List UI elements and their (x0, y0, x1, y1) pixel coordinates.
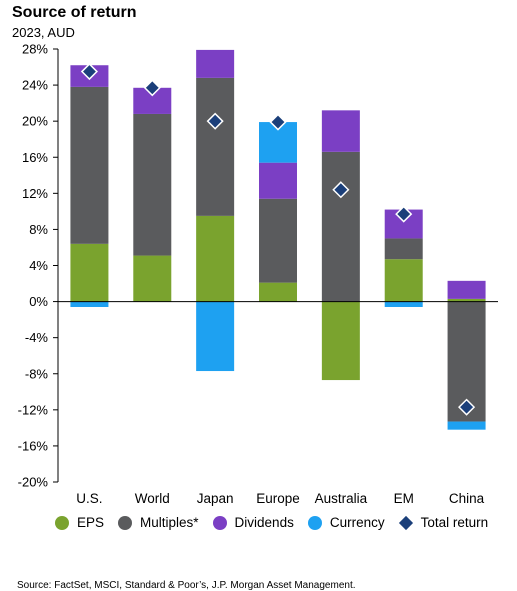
bar-segment (384, 238, 423, 260)
y-tick-label: -4% (25, 330, 49, 345)
bar-segment (259, 198, 297, 283)
total-return-marker (80, 62, 98, 81)
total-return-marker (332, 181, 350, 199)
total-return-marker (269, 113, 287, 131)
legend-label-eps: EPS (77, 515, 105, 530)
x-tick-label: China (449, 491, 485, 506)
bar-segment (259, 162, 297, 199)
stacked-bar-chart: 28% 24% 20% 16% 12% 8% 4% 0% -4% -8% -12% -16% -20% U… (18, 42, 498, 506)
y-tick-label: -8% (25, 366, 49, 381)
bar-segment (259, 282, 297, 302)
y-tick-label: 0% (29, 294, 48, 309)
total-return-marker (395, 205, 413, 223)
y-tick-label: 16% (22, 150, 48, 165)
bar-segment (196, 215, 235, 302)
bar-segment (321, 110, 360, 152)
bar-segment (133, 255, 172, 302)
legend-item-total-return: Total return (398, 515, 489, 530)
legend-item-eps: EPS (55, 515, 104, 530)
bar-segment (196, 77, 235, 216)
x-tick-label: U.S. (76, 491, 102, 506)
bar-segment (447, 298, 486, 302)
bar-segment (321, 151, 360, 302)
y-tick-label: 28% (22, 42, 48, 57)
bar-segment (384, 301, 423, 307)
legend-item-currency: Currency (307, 515, 385, 530)
y-tick-label: 4% (29, 258, 48, 273)
y-tick-label: -16% (18, 438, 49, 453)
y-tick-label: 12% (22, 186, 48, 201)
y-tick-label: 20% (22, 114, 48, 129)
chart-title: Source of return (12, 4, 137, 21)
legend-label-dividends: Dividends (234, 515, 294, 530)
bar-segment (321, 301, 360, 381)
x-tick-label: EM (394, 491, 414, 506)
source-note: Source: FactSet, MSCI, Standard & Poor’s… (17, 580, 356, 591)
y-tick-label: 24% (22, 78, 48, 93)
legend-label-multiples: Multiples* (140, 515, 199, 530)
bar-segment (70, 243, 109, 302)
legend-swatch-multiples (118, 515, 133, 530)
total-return-marker (458, 398, 476, 416)
x-tick-label: World (135, 491, 170, 506)
bar-segment (384, 259, 423, 302)
legend-label-currency: Currency (329, 515, 385, 530)
legend-item-dividends: Dividends (212, 515, 294, 530)
bar-segment (133, 113, 172, 256)
legend-diamond-total-return (398, 515, 413, 530)
legend-item-multiples: Multiples* (118, 515, 199, 530)
x-tick-label: Europe (256, 491, 300, 506)
bar-segment (196, 49, 235, 78)
bar-segment (447, 421, 486, 430)
bar-segment (196, 301, 235, 372)
y-tick-label: 8% (29, 222, 48, 237)
x-tick-label: Australia (315, 491, 368, 506)
total-return-marker (206, 112, 224, 130)
bar-segment (70, 86, 109, 244)
chart-subtitle: 2023, AUD (12, 25, 75, 40)
legend-swatch-currency (307, 515, 322, 530)
y-tick-label: -20% (18, 475, 49, 490)
y-tick-label: -12% (18, 402, 49, 417)
chart-legend: EPS Multiples* Dividends Currency Total … (55, 515, 502, 530)
bar-segment (447, 280, 486, 299)
total-return-marker (143, 79, 161, 97)
legend-swatch-dividends (212, 515, 227, 530)
x-tick-label: Japan (197, 491, 234, 506)
bar-segment (70, 301, 109, 307)
legend-swatch-eps (55, 515, 69, 530)
legend-label-total-return: Total return (420, 515, 489, 530)
